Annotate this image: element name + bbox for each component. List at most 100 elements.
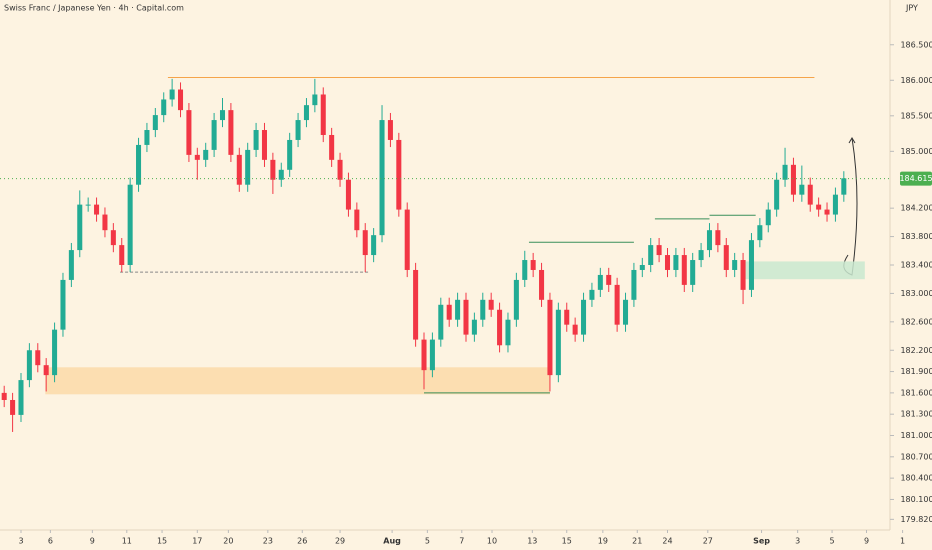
- candle-body: [513, 279, 519, 320]
- x-tick-label: 29: [335, 537, 345, 546]
- candle-body: [77, 204, 83, 251]
- candle-body: [136, 144, 142, 185]
- x-tick-label: 15: [562, 537, 572, 546]
- y-tick-label: 180.400: [900, 474, 932, 483]
- candle-body: [387, 120, 393, 140]
- candle-body: [413, 269, 419, 340]
- candle-body: [270, 159, 276, 180]
- y-tick-label: 183.400: [900, 261, 932, 270]
- candle-body: [706, 230, 712, 251]
- x-tick-label: 13: [527, 537, 537, 546]
- last-price-label: 184.615: [899, 174, 932, 183]
- candle-body: [463, 299, 469, 335]
- y-tick-label: 186.500: [900, 40, 932, 49]
- candle-body: [765, 209, 771, 226]
- candle-body: [572, 324, 578, 335]
- candle-body: [354, 209, 360, 231]
- y-tick-label: 186.000: [900, 76, 932, 85]
- y-tick-label: 181.000: [900, 431, 932, 440]
- candle-body: [438, 304, 444, 340]
- candle-body: [614, 284, 620, 325]
- candle-body: [203, 149, 209, 160]
- candle-body: [723, 245, 729, 270]
- candle-body: [236, 154, 242, 185]
- zone: [45, 367, 550, 395]
- x-tick-label: 10: [487, 537, 497, 546]
- x-tick-label: 19: [598, 537, 608, 546]
- chart-title: Swiss Franc / Japanese Yen · 4h · Capita…: [4, 4, 184, 13]
- x-tick-label: 6: [48, 537, 53, 546]
- candle-body: [505, 319, 511, 346]
- candle-body: [471, 319, 477, 335]
- candle-body: [10, 399, 16, 415]
- candle-body: [698, 250, 704, 261]
- candle-body: [94, 204, 100, 215]
- candle-body: [295, 120, 301, 140]
- candle-body: [219, 110, 226, 121]
- x-tick-label: 21: [632, 537, 642, 546]
- candle-body: [581, 299, 587, 335]
- candle-body: [312, 94, 318, 106]
- x-tick-label: 24: [662, 537, 672, 546]
- x-tick-label: 5: [830, 537, 835, 546]
- candle-body: [18, 380, 24, 415]
- y-tick-label: 180.700: [900, 452, 932, 461]
- candle-body: [245, 149, 251, 185]
- candle-body: [303, 105, 309, 121]
- candle-body: [186, 110, 192, 155]
- candle-body: [522, 260, 528, 280]
- x-tick-label: 11: [122, 537, 132, 546]
- candle-body: [362, 230, 368, 256]
- candle-body: [816, 204, 822, 210]
- candle-body: [253, 130, 259, 150]
- candle-body: [807, 184, 813, 205]
- y-tick-label: 181.300: [900, 410, 932, 419]
- y-tick-label: 183.800: [900, 232, 932, 241]
- candle-body: [623, 299, 629, 325]
- currency-label: JPY: [905, 4, 918, 13]
- candle-body: [102, 214, 108, 231]
- candle-body: [446, 304, 452, 320]
- candle-body: [379, 120, 385, 236]
- y-tick-label: 180.100: [900, 495, 932, 504]
- candle-body: [597, 274, 603, 290]
- candle-body: [152, 115, 158, 131]
- candle-body: [396, 139, 402, 210]
- candle-body: [732, 260, 738, 270]
- y-tick-label: 181.600: [900, 388, 932, 397]
- candle-body: [345, 179, 351, 210]
- candle-body: [228, 110, 234, 155]
- candle-body: [539, 269, 545, 300]
- candle-body: [673, 255, 679, 270]
- x-tick-label: 7: [459, 537, 464, 546]
- x-tick-label: 27: [703, 537, 713, 546]
- x-tick-label: 5: [425, 537, 430, 546]
- x-tick-label: 9: [90, 537, 95, 546]
- candle-body: [68, 250, 74, 280]
- candle-body: [60, 279, 66, 330]
- y-tick-label: 182.200: [900, 346, 932, 355]
- x-tick-label: 9: [864, 537, 869, 546]
- candle-body: [664, 255, 671, 270]
- y-tick-label: 184.200: [900, 204, 932, 213]
- candle-body: [782, 164, 788, 180]
- candle-body: [488, 299, 494, 310]
- candle-body: [631, 269, 637, 300]
- candle-body: [43, 365, 49, 376]
- candle-body: [832, 194, 838, 215]
- y-tick-label: 185.500: [900, 111, 932, 120]
- candle-body: [774, 179, 780, 210]
- x-tick-label: 3: [18, 537, 23, 546]
- y-tick-label: 183.000: [900, 289, 932, 298]
- candle-body: [371, 235, 377, 256]
- candle-body: [564, 309, 570, 325]
- candle-body: [161, 99, 167, 116]
- candle-body: [757, 225, 763, 241]
- candle-body: [261, 130, 267, 160]
- candle-body: [530, 260, 536, 270]
- candle-body: [799, 184, 805, 195]
- candle-body: [329, 134, 335, 160]
- candle-body: [497, 309, 503, 346]
- candle-body: [1, 392, 7, 400]
